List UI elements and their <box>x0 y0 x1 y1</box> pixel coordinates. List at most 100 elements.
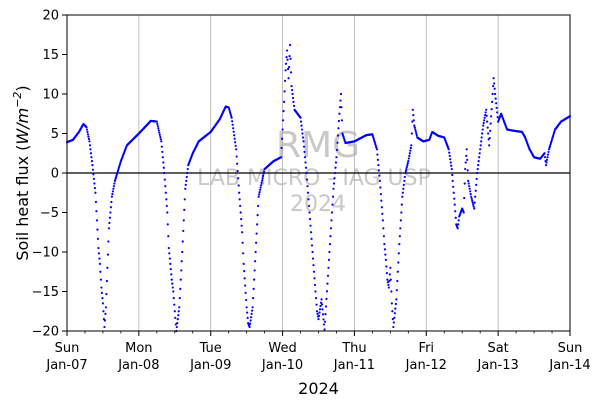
data-point <box>377 164 380 167</box>
data-point <box>235 148 238 151</box>
data-point <box>397 252 400 255</box>
data-point <box>282 110 285 113</box>
data-point <box>173 303 176 306</box>
data-point <box>452 191 455 194</box>
data-point <box>228 108 231 111</box>
data-point <box>239 204 242 208</box>
data-point <box>248 325 251 329</box>
data-point <box>331 195 335 198</box>
data-point <box>495 106 498 109</box>
data-point <box>171 282 174 285</box>
data-point <box>386 278 389 281</box>
data-point <box>172 296 175 300</box>
data-point <box>467 179 470 182</box>
data-point <box>183 198 186 201</box>
data-point <box>107 227 111 230</box>
data-point <box>318 308 322 311</box>
data-point <box>399 219 402 222</box>
data-point <box>372 138 375 141</box>
data-point <box>283 90 286 93</box>
data-point <box>300 124 303 127</box>
data-point <box>463 196 466 200</box>
data-point <box>178 306 181 309</box>
data-point <box>451 179 454 182</box>
data-point <box>328 250 331 254</box>
data-point <box>161 150 164 154</box>
data-point <box>453 197 456 200</box>
data-point <box>380 199 383 202</box>
data-point <box>321 313 325 316</box>
data-point <box>314 296 318 300</box>
data-point <box>156 122 159 125</box>
data-point <box>379 186 382 189</box>
data-point <box>475 183 478 186</box>
data-point <box>318 311 321 314</box>
data-point <box>402 187 405 190</box>
data-point <box>410 132 413 135</box>
data-point <box>170 273 173 276</box>
data-point <box>230 116 233 119</box>
data-point <box>469 192 472 196</box>
data-point <box>329 235 332 238</box>
data-point <box>405 165 408 169</box>
data-point <box>377 169 380 172</box>
data-point <box>329 227 333 230</box>
data-point <box>167 246 170 250</box>
data-point <box>383 248 386 251</box>
data-point <box>336 141 339 144</box>
data-point <box>185 179 188 182</box>
data-point <box>104 306 108 309</box>
data-point <box>242 252 245 255</box>
data-point <box>258 190 261 194</box>
data-point <box>163 178 166 181</box>
data-point <box>307 198 310 201</box>
data-point <box>482 124 485 127</box>
data-point <box>308 217 312 221</box>
data-point <box>101 302 105 305</box>
data-point <box>238 191 241 194</box>
data-point <box>301 136 305 139</box>
data-point <box>179 287 182 290</box>
data-point <box>333 171 337 175</box>
data-point <box>464 167 467 171</box>
y-tick-label: 10 <box>42 88 59 103</box>
data-point <box>292 100 295 103</box>
data-point <box>448 154 451 157</box>
data-point <box>491 100 494 103</box>
data-point <box>325 290 329 293</box>
data-point <box>292 104 296 107</box>
data-point <box>491 92 494 96</box>
data-point <box>409 146 412 150</box>
data-point <box>254 260 257 263</box>
y-tick-label: −15 <box>32 285 59 300</box>
data-point <box>489 122 492 125</box>
x-tick-date: Jan-10 <box>261 358 303 373</box>
data-point <box>88 144 92 147</box>
data-point <box>385 271 388 275</box>
watermark-line-2: LAB MICRO - IAG USP <box>197 166 431 191</box>
data-point <box>394 307 397 310</box>
data-point <box>313 283 317 287</box>
data-point <box>398 243 401 246</box>
data-point <box>283 79 287 82</box>
data-point <box>412 119 415 122</box>
data-point <box>374 143 377 146</box>
data-point <box>493 87 496 90</box>
data-point <box>311 257 315 260</box>
data-point <box>483 119 486 122</box>
data-point <box>303 156 307 159</box>
data-point <box>246 316 249 319</box>
data-point <box>89 148 92 151</box>
data-point <box>331 203 334 206</box>
data-point <box>168 252 171 255</box>
data-point <box>393 316 396 319</box>
data-point <box>406 162 409 165</box>
data-point <box>112 185 116 188</box>
data-point <box>479 148 482 151</box>
data-point <box>92 173 95 176</box>
data-point <box>480 140 483 143</box>
data-point <box>495 102 498 105</box>
data-point <box>410 144 413 147</box>
data-point <box>390 302 393 305</box>
data-point <box>316 312 319 315</box>
